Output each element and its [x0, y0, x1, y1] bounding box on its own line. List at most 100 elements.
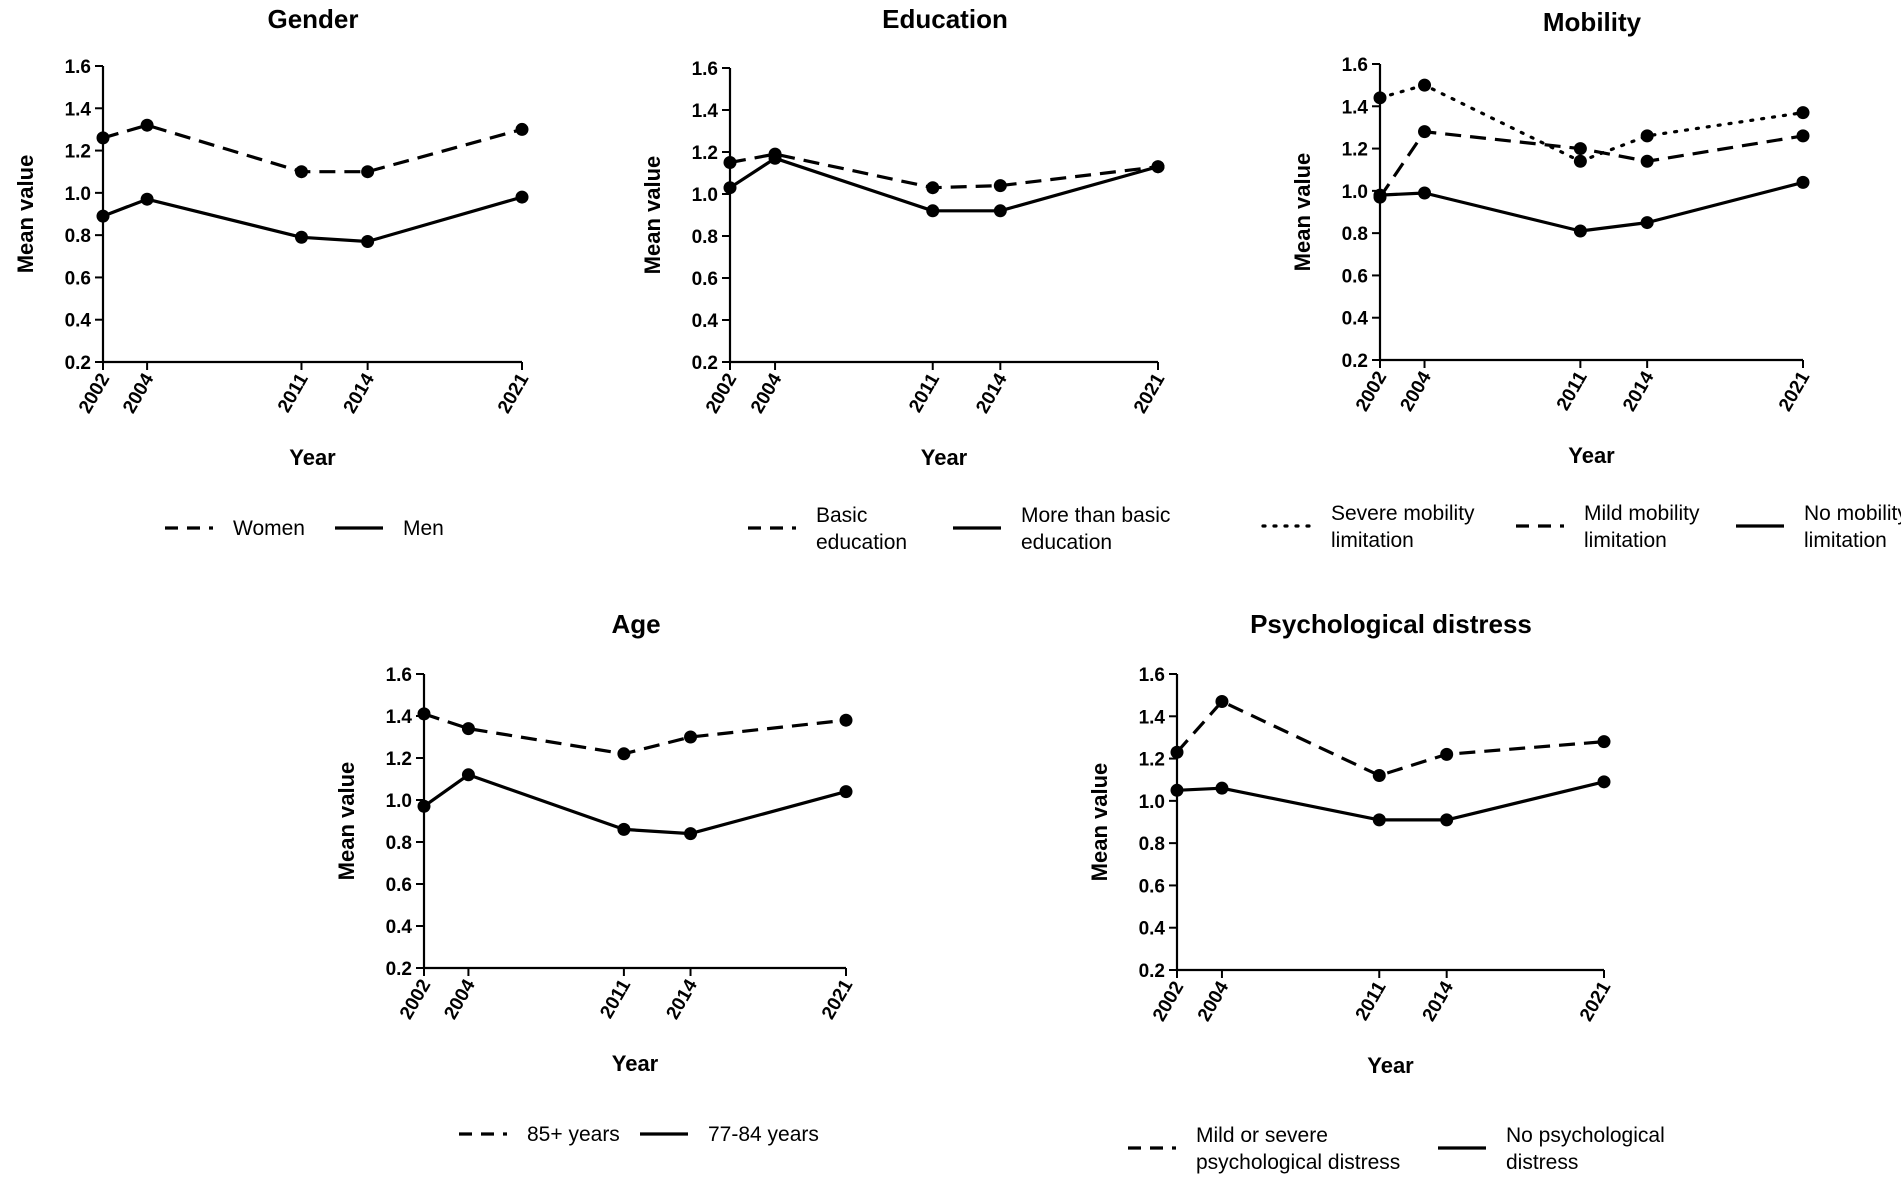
y-axis-label: Mean value — [1087, 763, 1112, 882]
legend-label: Mild or severe — [1196, 1124, 1328, 1147]
series-line-dashed — [423, 712, 847, 756]
y-tick-label: 0.2 — [1342, 351, 1368, 372]
data-point — [461, 768, 475, 782]
legend-label: Mild mobility — [1584, 502, 1700, 525]
y-axis-label: Mean value — [334, 762, 359, 881]
data-point — [294, 165, 308, 179]
data-point — [1573, 142, 1587, 156]
x-tick-label: 2014 — [1419, 978, 1459, 1025]
data-point — [1440, 747, 1454, 761]
series-line-dashed — [102, 123, 523, 174]
x-tick-label: 2002 — [1352, 368, 1391, 415]
x-tick-label: 2014 — [1619, 368, 1659, 415]
legend-item: Mild mobility limitation — [1516, 502, 1700, 552]
x-tick-label: 2002 — [702, 370, 741, 417]
x-tick-label: 2014 — [340, 370, 380, 417]
y-tick-label: 1.4 — [692, 101, 719, 122]
y-tick-label: 0.8 — [1342, 224, 1368, 245]
legend-label: psychological distress — [1196, 1151, 1400, 1174]
y-tick-label: 0.6 — [1139, 876, 1165, 897]
y-tick-label: 1.6 — [692, 59, 718, 80]
data-point — [417, 707, 431, 721]
series-line-solid — [1379, 180, 1804, 233]
y-tick-label: 1.6 — [386, 665, 412, 686]
x-tick-label: 2014 — [663, 976, 703, 1023]
data-point — [1640, 154, 1654, 168]
y-tick-label: 0.2 — [1139, 961, 1165, 982]
x-tick-label: 2004 — [1397, 368, 1437, 415]
data-point — [1640, 216, 1654, 230]
legend-label: More than basic — [1021, 504, 1170, 527]
data-point — [1170, 745, 1184, 759]
legend-label: education — [816, 531, 907, 554]
y-tick-label: 0.6 — [65, 268, 91, 289]
legend-item: Mild or severe psychological distress — [1128, 1124, 1400, 1174]
chart-title: Education — [882, 4, 1008, 34]
data-point — [723, 181, 737, 195]
data-point — [1373, 91, 1387, 105]
y-axis-label: Mean value — [640, 156, 665, 275]
data-point — [684, 730, 698, 744]
data-point — [515, 122, 529, 136]
chart-title: Psychological distress — [1250, 609, 1532, 639]
y-tick-label: 0.8 — [1139, 834, 1165, 855]
y-tick-label: 1.0 — [692, 185, 718, 206]
data-point — [1796, 129, 1810, 143]
data-point — [1597, 735, 1611, 749]
chart-education: Education 0.2 0.4 0.6 0.8 1.0 1.2 1.4 1.6 2002 200… — [640, 4, 1170, 554]
legend-item: Men — [335, 517, 444, 540]
y-tick-label: 0.8 — [692, 227, 718, 248]
data-point — [839, 713, 853, 727]
legend-item: No mobility limitation — [1736, 502, 1901, 552]
data-point — [1418, 186, 1432, 200]
x-tick-label: 2021 — [1130, 370, 1170, 417]
series-line-dashed — [1378, 130, 1804, 199]
x-tick-label: 2004 — [1194, 978, 1234, 1025]
data-point — [1796, 175, 1810, 189]
y-tick-label: 1.6 — [65, 57, 91, 78]
y-tick-label: 1.2 — [65, 142, 91, 163]
data-point — [1440, 813, 1454, 827]
data-point — [417, 799, 431, 813]
y-tick-label: 1.0 — [1139, 792, 1165, 813]
y-tick-label: 1.2 — [692, 143, 718, 164]
y-tick-label: 1.4 — [1342, 97, 1369, 118]
data-point — [1215, 781, 1229, 795]
y-tick-label: 0.8 — [65, 226, 91, 247]
y-tick-label: 1.0 — [1342, 182, 1368, 203]
y-tick-label: 0.6 — [386, 875, 412, 896]
legend-item: 77-84 years — [640, 1123, 819, 1146]
x-axis-label: Year — [1367, 1053, 1414, 1078]
data-point — [140, 118, 154, 132]
y-tick-label: 0.4 — [1342, 309, 1369, 330]
data-point — [96, 209, 110, 223]
legend-label: limitation — [1804, 529, 1887, 552]
x-tick-label: 2002 — [75, 370, 114, 417]
data-point — [96, 131, 110, 145]
y-tick-label: 1.0 — [65, 184, 91, 205]
data-point — [1640, 129, 1654, 143]
y-tick-label: 1.6 — [1139, 665, 1165, 686]
y-tick-label: 1.4 — [386, 707, 413, 728]
y-tick-label: 0.6 — [692, 269, 718, 290]
data-point — [1573, 154, 1587, 168]
data-point — [294, 230, 308, 244]
chart-title: Gender — [267, 4, 358, 34]
legend-item: More than basic education — [953, 504, 1170, 554]
y-tick-label: 0.4 — [65, 311, 92, 332]
data-point — [1418, 125, 1432, 139]
y-tick-label: 0.2 — [692, 353, 718, 374]
y-tick-label: 1.6 — [1342, 55, 1368, 76]
chart-title: Mobility — [1543, 7, 1642, 37]
data-point — [768, 151, 782, 165]
chart-age: Age 0.2 0.4 0.6 0.8 1.0 1.2 1.4 1.6 2002 2004 2011 2… — [334, 609, 858, 1146]
data-point — [1418, 78, 1432, 92]
series-line-solid — [102, 195, 523, 244]
data-point — [1372, 813, 1386, 827]
data-point — [1151, 160, 1165, 174]
x-tick-label: 2004 — [747, 370, 787, 417]
x-axis-label: Year — [289, 445, 336, 470]
y-axis-label: Mean value — [1290, 153, 1315, 272]
legend-label: 85+ years — [527, 1123, 620, 1146]
legend-item: No psychological distress — [1438, 1124, 1665, 1174]
